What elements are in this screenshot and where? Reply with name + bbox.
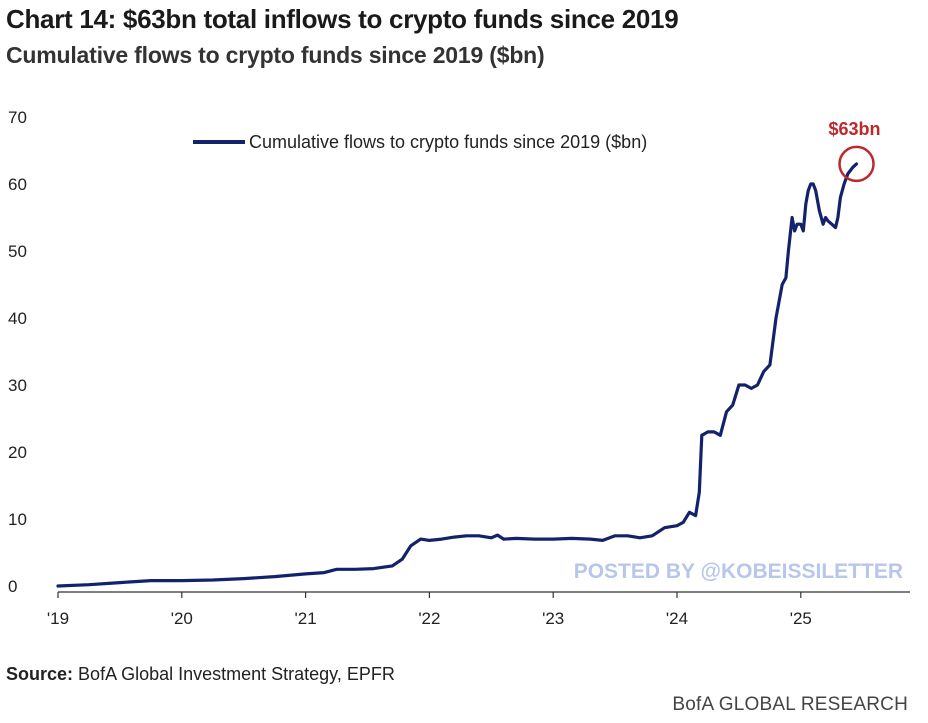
- callout-label: $63bn: [828, 119, 880, 139]
- y-tick-label: 20: [8, 443, 27, 462]
- y-tick-label: 50: [8, 242, 27, 261]
- x-axis: '19 '20 '21 '22 '23 '24 '25: [47, 591, 910, 628]
- x-tick-label: '23: [542, 609, 564, 628]
- x-tick-label: '25: [790, 609, 812, 628]
- x-tick-label: '21: [295, 609, 317, 628]
- y-tick-label: 70: [8, 108, 27, 127]
- y-axis-ticks: 0 10 20 30 40 50 60 70: [8, 108, 27, 596]
- chart-title: Chart 14: $63bn total inflows to crypto …: [6, 4, 679, 34]
- source-text: BofA Global Investment Strategy, EPFR: [78, 664, 395, 684]
- chart-subtitle: Cumulative flows to crypto funds since 2…: [6, 42, 545, 68]
- source-note: Source: BofA Global Investment Strategy,…: [6, 664, 395, 685]
- y-tick-label: 10: [8, 510, 27, 529]
- x-tick-label: '19: [47, 609, 69, 628]
- source-label: Source:: [6, 664, 74, 684]
- series-line-cumulative-flows[interactable]: [56, 162, 859, 588]
- y-tick-label: 60: [8, 175, 27, 194]
- y-tick-label: 0: [8, 577, 17, 596]
- footer-brand: BofA GLOBAL RESEARCH: [672, 694, 908, 715]
- watermark-text: POSTED BY @KOBEISSILETTER: [574, 560, 903, 583]
- legend-label: Cumulative flows to crypto funds since 2…: [249, 132, 647, 152]
- legend[interactable]: Cumulative flows to crypto funds since 2…: [193, 132, 647, 152]
- x-tick-label: '22: [418, 609, 440, 628]
- y-tick-label: 30: [8, 376, 27, 395]
- x-tick-label: '20: [171, 609, 193, 628]
- y-tick-label: 40: [8, 309, 27, 328]
- x-tick-label: '24: [666, 609, 688, 628]
- x-axis-ticks: '19 '20 '21 '22 '23 '24 '25: [47, 592, 812, 628]
- callout-circle: [838, 145, 875, 183]
